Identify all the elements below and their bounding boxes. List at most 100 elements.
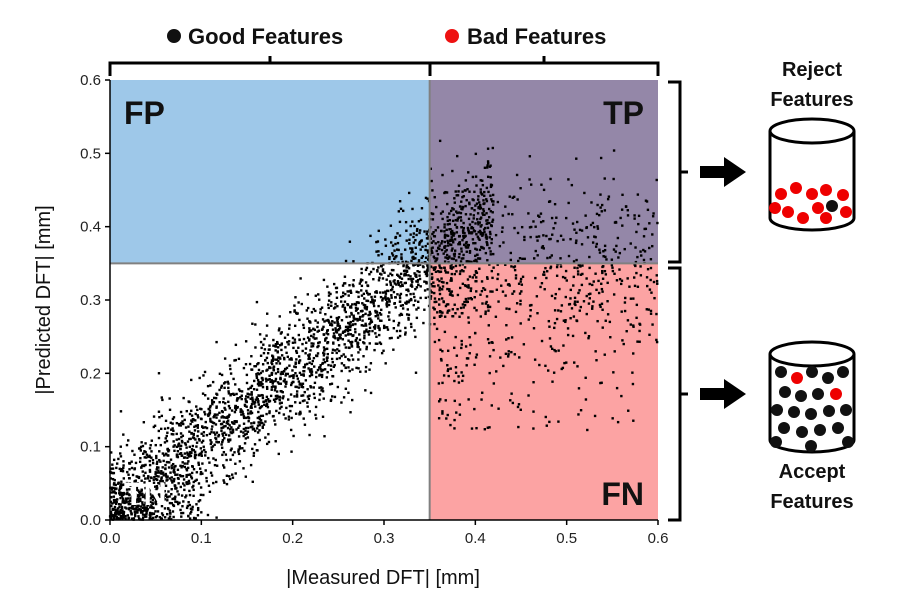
- scatter-point: [171, 422, 174, 425]
- scatter-point: [389, 224, 393, 227]
- scatter-point: [332, 332, 336, 335]
- scatter-point: [162, 454, 166, 457]
- scatter-point: [290, 374, 293, 378]
- scatter-point: [474, 152, 478, 156]
- scatter-point: [276, 351, 279, 354]
- scatter-point: [594, 272, 597, 275]
- scatter-point: [292, 376, 295, 380]
- reject-label-line1: Reject: [782, 59, 842, 81]
- scatter-point: [456, 307, 459, 311]
- scatter-point: [423, 308, 426, 311]
- scatter-point: [642, 248, 645, 252]
- scatter-point: [128, 482, 132, 485]
- scatter-point: [454, 190, 457, 193]
- scatter-point: [341, 338, 345, 341]
- scatter-point: [412, 257, 415, 261]
- scatter-point: [202, 493, 205, 497]
- scatter-point: [584, 398, 588, 401]
- scatter-point: [177, 443, 180, 446]
- scatter-point: [143, 495, 147, 499]
- scatter-point: [555, 265, 559, 269]
- scatter-point: [369, 270, 373, 274]
- scatter-point: [466, 246, 470, 249]
- scatter-point: [110, 488, 114, 491]
- scatter-point: [351, 398, 354, 402]
- scatter-point: [519, 322, 522, 325]
- scatter-point: [397, 324, 400, 327]
- scatter-point: [384, 244, 388, 247]
- scatter-point: [449, 265, 452, 268]
- scatter-point: [601, 308, 604, 311]
- scatter-point: [181, 511, 185, 515]
- scatter-point: [575, 319, 579, 323]
- scatter-point: [316, 321, 320, 324]
- scatter-point: [477, 201, 481, 204]
- scatter-point: [458, 403, 462, 406]
- scatter-point: [261, 378, 264, 382]
- scatter-point: [339, 300, 343, 303]
- scatter-point: [179, 424, 182, 427]
- scatter-point: [623, 301, 627, 304]
- scatter-point: [392, 348, 395, 351]
- scatter-point: [438, 279, 441, 283]
- scatter-point: [242, 412, 245, 416]
- scatter-point: [340, 369, 343, 373]
- scatter-point: [466, 278, 470, 281]
- scatter-point: [459, 306, 463, 310]
- scatter-point: [331, 328, 335, 331]
- scatter-point: [334, 286, 338, 290]
- scatter-point: [488, 263, 491, 266]
- scatter-point: [291, 341, 295, 344]
- scatter-point: [272, 368, 275, 372]
- scatter-point: [145, 486, 149, 489]
- scatter-point: [490, 198, 493, 201]
- scatter-point: [381, 299, 384, 302]
- scatter-point: [323, 360, 327, 364]
- scatter-point: [208, 412, 211, 415]
- scatter-point: [415, 233, 418, 237]
- scatter-point: [351, 283, 355, 286]
- scatter-point: [336, 319, 339, 322]
- scatter-point: [368, 326, 372, 330]
- scatter-point: [316, 345, 319, 349]
- scatter-point: [234, 358, 237, 362]
- scatter-point: [192, 484, 195, 488]
- scatter-point: [256, 416, 259, 420]
- scatter-point: [312, 365, 316, 368]
- scatter-point: [469, 213, 472, 216]
- scatter-point: [246, 392, 249, 396]
- scatter-point: [488, 426, 491, 429]
- scatter-point: [523, 238, 526, 242]
- scatter-point: [407, 289, 410, 293]
- scatter-point: [590, 201, 593, 204]
- scatter-point: [166, 448, 169, 451]
- scatter-point: [393, 257, 396, 261]
- accept-bin-icon: [768, 340, 856, 454]
- scatter-point: [580, 229, 584, 232]
- scatter-point: [535, 235, 538, 239]
- scatter-point: [274, 379, 277, 383]
- scatter-point: [297, 355, 301, 358]
- scatter-point: [535, 295, 539, 298]
- scatter-point: [473, 296, 476, 299]
- scatter-point: [293, 365, 296, 368]
- scatter-point: [197, 463, 201, 466]
- scatter-point: [215, 340, 218, 344]
- scatter-point: [148, 511, 152, 515]
- scatter-point: [396, 248, 399, 251]
- scatter-point: [202, 434, 205, 437]
- scatter-point: [147, 492, 151, 495]
- scatter-point: [516, 198, 519, 201]
- scatter-point: [625, 330, 628, 333]
- scatter-point: [150, 487, 154, 490]
- scatter-point: [298, 382, 302, 385]
- scatter-point: [221, 432, 224, 435]
- scatter-point: [154, 471, 157, 474]
- scatter-point: [442, 252, 445, 255]
- scatter-point: [539, 220, 543, 224]
- scatter-point: [193, 425, 196, 429]
- scatter-point: [238, 447, 242, 450]
- scatter-point: [398, 220, 402, 224]
- scatter-point: [152, 415, 156, 418]
- scatter-point: [486, 259, 489, 262]
